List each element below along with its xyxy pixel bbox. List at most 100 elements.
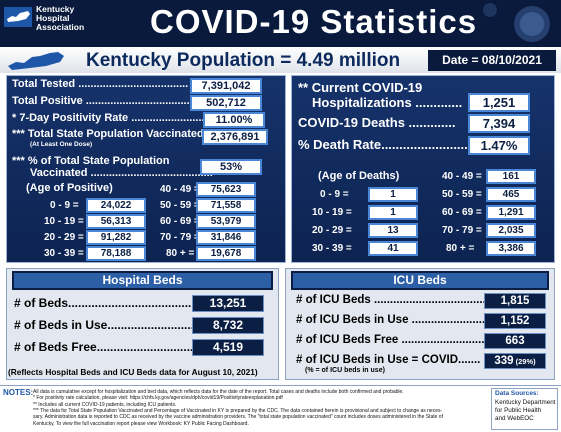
stat-label: *** Total State Population Vaccinated .. xyxy=(12,128,213,140)
bed-label: # of Beds in Use........................… xyxy=(14,318,208,332)
icu-value: 1,152 xyxy=(484,313,546,329)
age-label: 10 - 19 = xyxy=(312,207,352,218)
age-value: 53,979 xyxy=(196,214,256,229)
virus-small xyxy=(483,3,497,17)
stat-value: 7,391,042 xyxy=(190,78,262,94)
age-label: 80 + = xyxy=(166,248,195,259)
age-title: (Age of Positive) xyxy=(26,182,113,194)
stat-label: % Death Rate........................ xyxy=(298,137,468,152)
notes-label: NOTES: xyxy=(3,388,34,397)
age-label: 30 - 39 = xyxy=(44,248,84,259)
age-label: 40 - 49 = xyxy=(442,171,482,182)
note-line: ** Includes all current COVID-19 patient… xyxy=(33,401,177,408)
icu-value-number: 339 xyxy=(494,355,514,367)
age-label: 60 - 69 = xyxy=(160,216,200,227)
note-line: Kentucky. To view the full vaccination r… xyxy=(33,420,249,427)
stat-value: 1,251 xyxy=(468,93,530,112)
icu-subnote: (% = of ICU beds in use) xyxy=(305,367,385,374)
virus-decoration xyxy=(483,3,550,42)
age-label: 70 - 79 = xyxy=(160,232,200,243)
stat-value: 11.00% xyxy=(203,112,265,128)
stat-value: 1.47% xyxy=(468,136,530,155)
age-value: 2,035 xyxy=(486,223,536,238)
note-line: All data is cumulative except for hospit… xyxy=(33,389,404,395)
ky-map-shape xyxy=(8,52,64,70)
age-value: 465 xyxy=(486,187,536,202)
age-label: 50 - 59 = xyxy=(160,200,200,211)
org-name: Kentucky xyxy=(36,4,75,14)
icu-value: 663 xyxy=(484,333,546,349)
age-label: 10 - 19 = xyxy=(44,216,84,227)
stat-label: Hospitalizations ............. xyxy=(312,95,463,110)
age-value: 13 xyxy=(368,223,418,238)
age-label: 60 - 69 = xyxy=(442,207,482,218)
sources-box xyxy=(491,388,558,430)
stat-note: (At Least One Dose) xyxy=(30,141,93,148)
stat-label: Vaccinated .............................… xyxy=(30,167,213,179)
org-name: Association xyxy=(36,22,85,32)
stat-label: ** Current COVID-19 xyxy=(298,80,423,95)
stat-label: Total Tested ...........................… xyxy=(12,78,189,90)
stat-label: Total Positive .........................… xyxy=(12,95,190,107)
age-value: 19,678 xyxy=(196,246,256,261)
source-line: and WebEOC xyxy=(495,415,534,422)
icu-value: 339 (29%) xyxy=(484,353,546,369)
age-label: 80 + = xyxy=(446,243,475,254)
notes-divider xyxy=(0,385,561,386)
section-title: ICU Beds xyxy=(291,271,549,290)
age-label: 70 - 79 = xyxy=(442,225,482,236)
note-line: * For positivity rate calculation, pleas… xyxy=(33,395,283,402)
age-value: 1,291 xyxy=(486,205,536,220)
ky-map xyxy=(8,52,64,70)
age-value: 161 xyxy=(486,169,536,184)
age-value: 1 xyxy=(368,205,418,220)
age-value: 41 xyxy=(368,241,418,256)
icu-value-percent: (29%) xyxy=(513,357,536,366)
bed-value: 4,519 xyxy=(192,339,264,356)
note-line: sary. Administration data is reported to… xyxy=(33,414,443,421)
page-title: COVID-19 Statistics xyxy=(150,3,478,40)
bed-label: # of Beds Free..........................… xyxy=(14,340,207,354)
virus-core xyxy=(520,12,544,36)
age-value: 78,188 xyxy=(86,246,146,261)
bed-value: 13,251 xyxy=(192,295,264,312)
age-value: 3,386 xyxy=(486,241,536,256)
stat-value: 2,376,891 xyxy=(202,129,268,145)
icu-label: # of ICU Beds Free .....................… xyxy=(296,334,488,346)
age-label: 0 - 9 = xyxy=(50,200,79,211)
age-label: 50 - 59 = xyxy=(442,189,482,200)
stat-value: 502,712 xyxy=(190,95,262,111)
age-label: 20 - 29 = xyxy=(312,225,352,236)
stat-value: 53% xyxy=(200,159,262,175)
header-bar xyxy=(0,0,561,47)
age-value: 1 xyxy=(368,187,418,202)
date-box: Date = 08/10/2021 xyxy=(428,50,556,71)
icu-label: # of ICU Beds in Use = COVID....... xyxy=(296,354,481,366)
age-title: (Age of Deaths) xyxy=(318,170,400,182)
population-label: Kentucky Population = 4.49 million xyxy=(86,50,401,71)
icu-label: # of ICU Beds ..........................… xyxy=(296,294,489,306)
age-value: 71,558 xyxy=(196,198,256,213)
age-value: 56,313 xyxy=(86,214,146,229)
bed-label: # of Beds...............................… xyxy=(14,296,205,310)
icu-value: 1,815 xyxy=(484,293,546,309)
bed-value: 8,732 xyxy=(192,317,264,334)
note-line: *** The data for Total State Population … xyxy=(33,407,443,414)
age-value: 31,846 xyxy=(196,230,256,245)
age-value: 24,022 xyxy=(86,198,146,213)
age-label: 40 - 49 = xyxy=(160,184,200,195)
sources-label: Data Sources: xyxy=(495,390,539,397)
age-label: 20 - 29 = xyxy=(44,232,84,243)
stat-value: 7,394 xyxy=(468,114,530,133)
age-label: 30 - 39 = xyxy=(312,243,352,254)
beds-footnote: (Reflects Hospital Beds and ICU Beds dat… xyxy=(8,367,258,377)
age-value: 91,282 xyxy=(86,230,146,245)
age-label: 0 - 9 = xyxy=(320,189,349,200)
stat-label: * 7-Day Positivity Rate ................… xyxy=(12,112,208,124)
logo-ky-shape xyxy=(7,11,30,22)
icu-label: # of ICU Beds in Use ...................… xyxy=(296,314,492,326)
stat-label: COVID-19 Deaths ............. xyxy=(298,115,456,130)
stat-label: *** % of Total State Population xyxy=(12,155,170,167)
logo-icon xyxy=(4,7,32,27)
